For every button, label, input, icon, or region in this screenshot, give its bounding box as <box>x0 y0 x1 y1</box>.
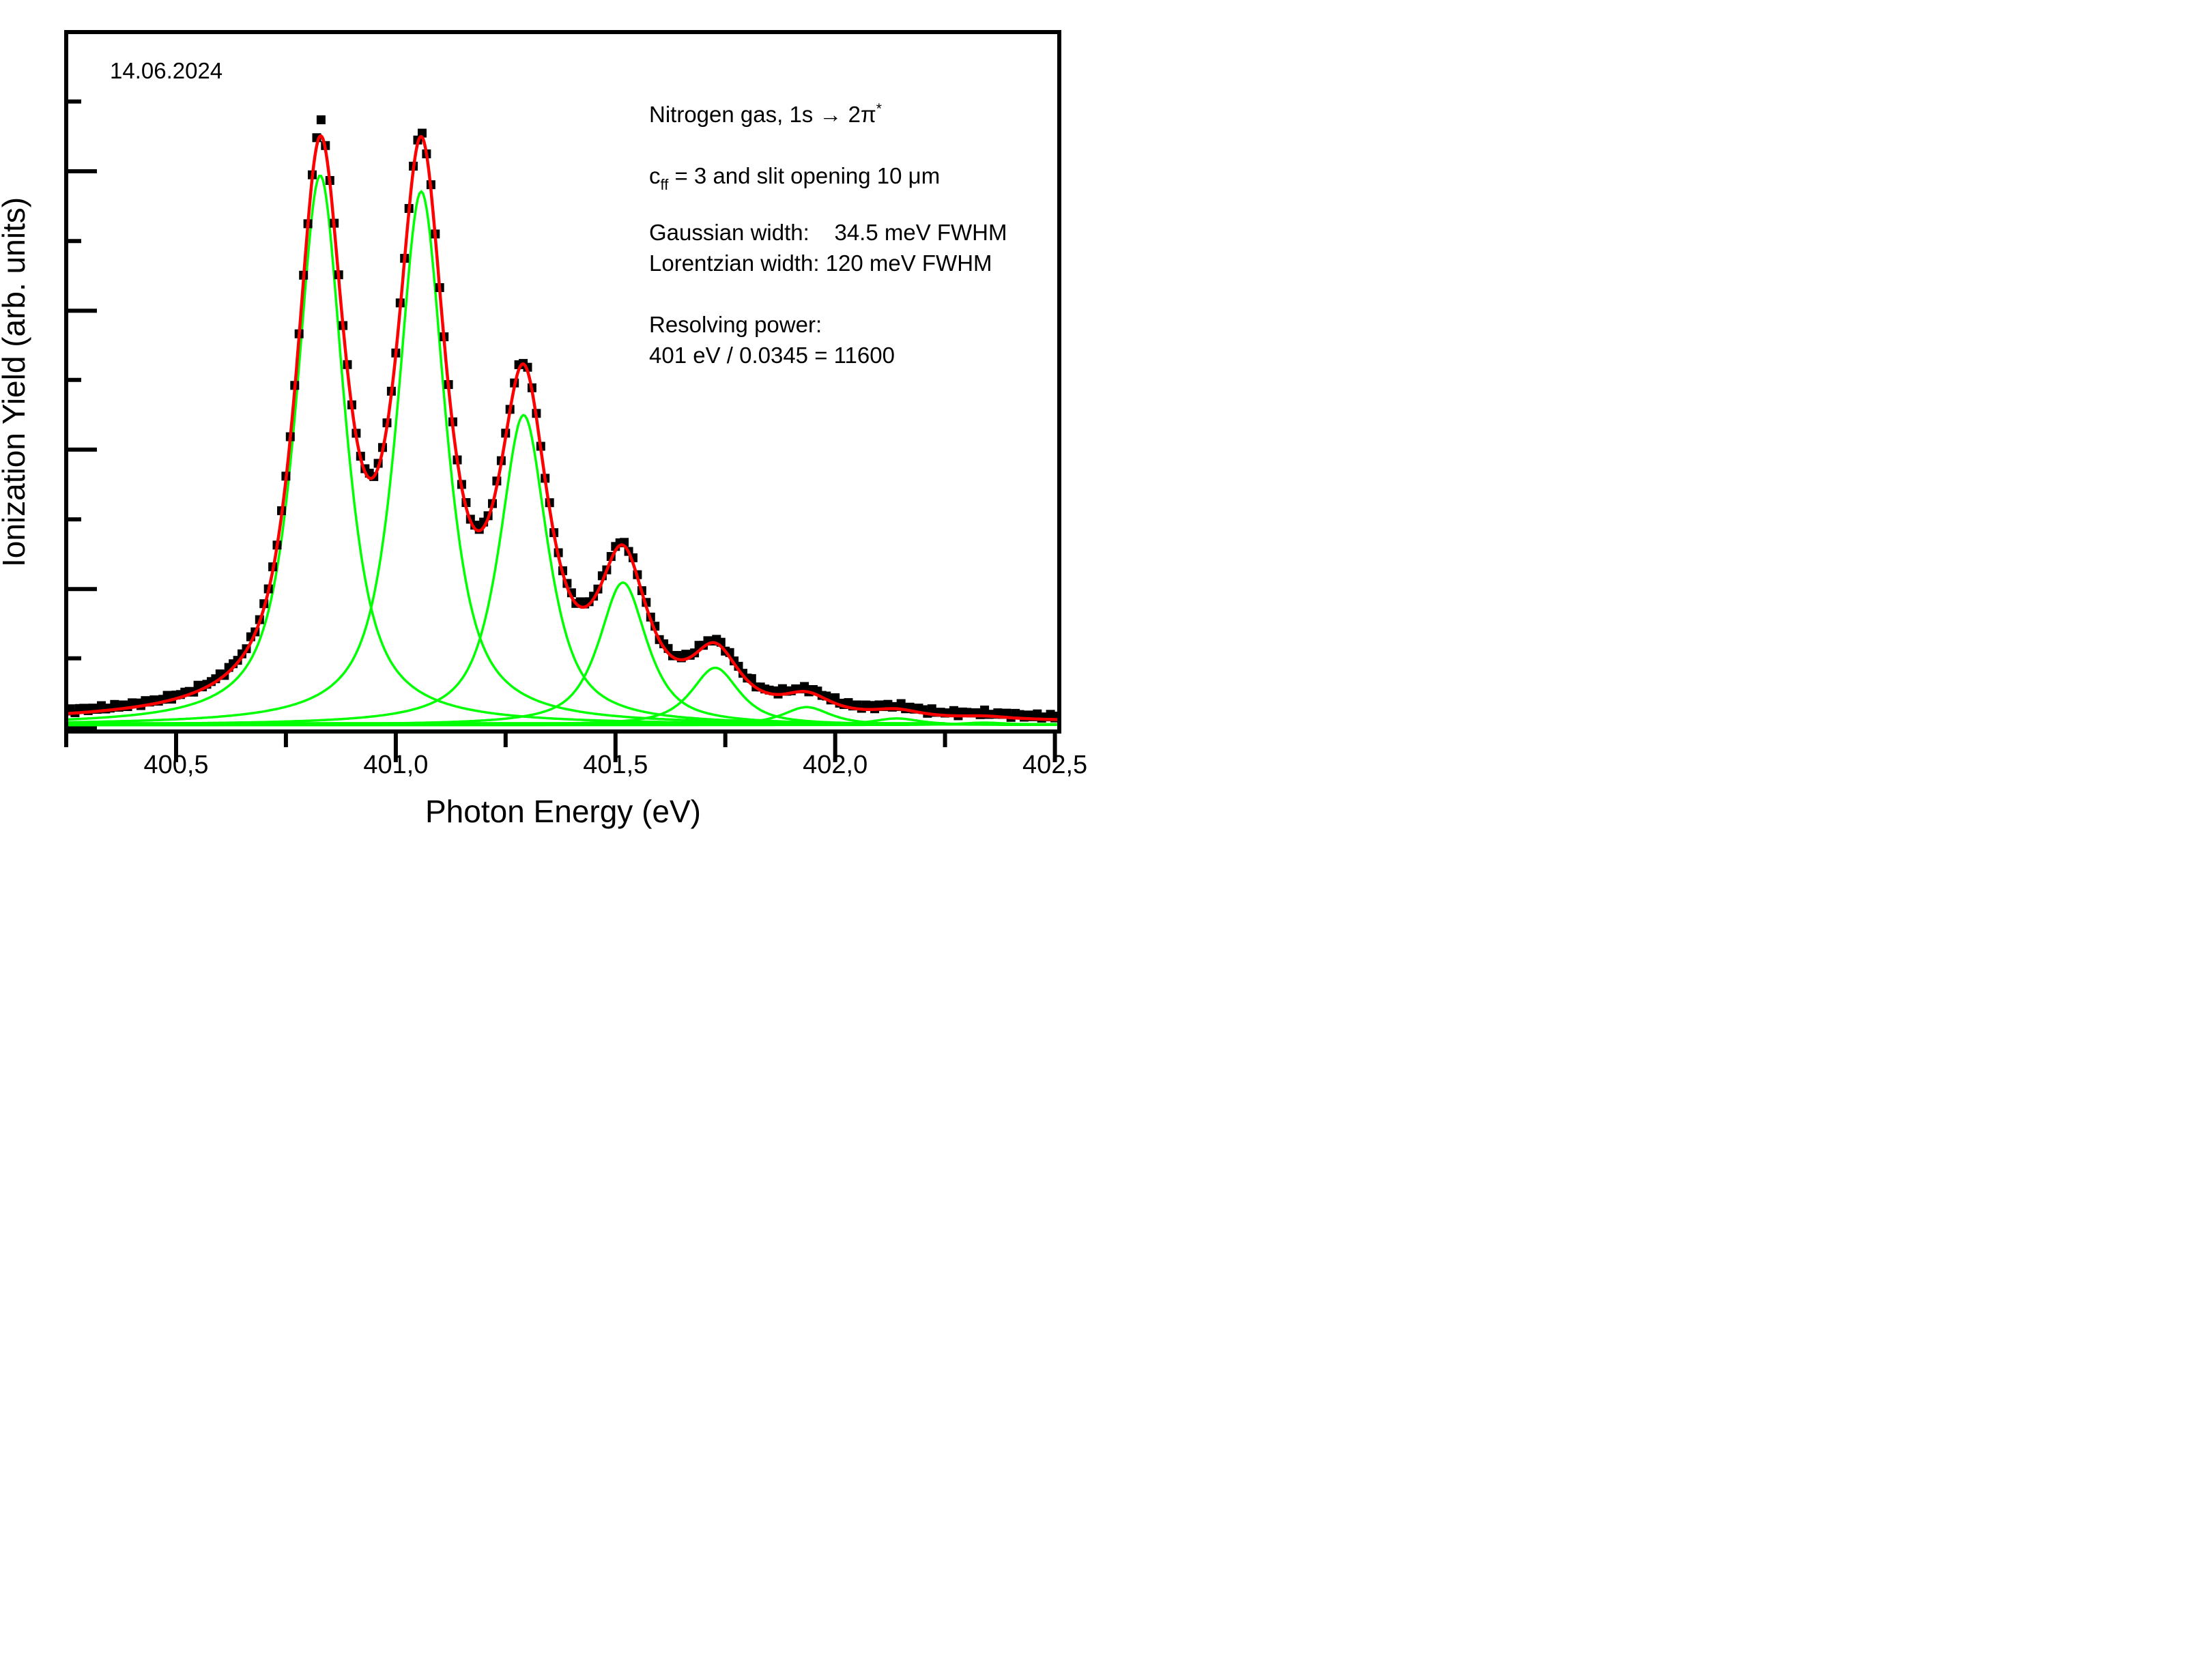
lorentzian-width-label: Lorentzian width: 120 meV FWHM <box>649 250 992 276</box>
gaussian-width-label: Gaussian width: 34.5 meV FWHM <box>649 220 1007 245</box>
data-point-square <box>1055 711 1059 721</box>
spectrum-chart: 400,5 401,0 401,5 402,0 402,5 14.06.2024 Nit… <box>0 30 1087 829</box>
cff-slit-label: cff = 3 and slit opening 10 μm <box>649 163 940 193</box>
resolving-power-label: Resolving power: <box>649 312 822 337</box>
axis-ticks <box>64 99 1057 762</box>
plot-frame <box>64 30 1061 734</box>
curves-layer <box>66 115 1059 727</box>
x-tick-label: 400,5 <box>143 751 208 779</box>
x-axis-title: Photon Energy (eV) <box>425 794 701 829</box>
data-points <box>66 115 1059 723</box>
spectrum-figure: 400,5 401,0 401,5 402,0 402,5 14.06.2024 Nit… <box>0 0 1098 840</box>
x-tick-label: 402,5 <box>1022 751 1087 779</box>
transition-text: Nitrogen gas, 1s → 2π <box>649 102 876 127</box>
transition-label: Nitrogen gas, 1s → 2π* <box>649 101 882 127</box>
x-tick-label: 402,0 <box>803 751 867 779</box>
resolving-power-value: 401 eV / 0.0345 = 11600 <box>649 343 895 368</box>
data-point-square <box>316 115 326 125</box>
x-tick-label: 401,5 <box>583 751 648 779</box>
voigt-component-curve-8 <box>66 721 1059 727</box>
transition-superscript: * <box>876 101 882 117</box>
x-tick-label: 401,0 <box>363 751 428 779</box>
cff-subscript: ff <box>661 176 670 193</box>
x-tick-labels: 400,5 401,0 401,5 402,0 402,5 <box>143 751 1087 779</box>
annotation-block: Nitrogen gas, 1s → 2π* cff = 3 and slit … <box>649 101 1007 368</box>
date-label: 14.06.2024 <box>110 58 223 83</box>
cff-rest-text: = 3 and slit opening 10 μm <box>668 163 940 188</box>
total-fit-curve <box>66 134 1059 721</box>
y-axis-title: Ionization Yield (arb. units) <box>0 197 31 567</box>
cff-symbol: c <box>649 163 661 188</box>
